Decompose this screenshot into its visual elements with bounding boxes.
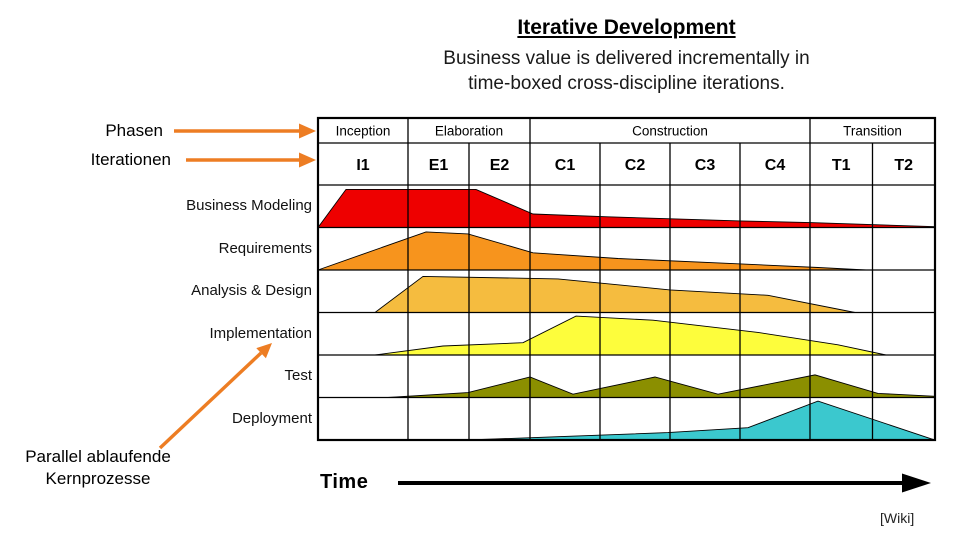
phase-label: Elaboration xyxy=(435,124,503,139)
row-label-requirements: Requirements xyxy=(218,239,312,257)
parallel-processes-arrow-icon xyxy=(158,343,272,450)
chart-title: Iterative Development xyxy=(517,16,736,39)
label-parallel-processes: Parallel ablaufende Kernprozesse xyxy=(0,446,196,490)
iteration-label: E1 xyxy=(429,157,449,174)
iteration-label: C1 xyxy=(555,157,576,174)
effort-area xyxy=(467,400,936,441)
phasen-arrow-icon xyxy=(174,123,316,139)
iteration-label: T2 xyxy=(894,157,913,174)
effort-area xyxy=(387,374,936,398)
label-iterationen: Iterationen xyxy=(90,150,171,169)
iteration-label: I1 xyxy=(356,157,369,174)
chart-border xyxy=(316,116,937,442)
row-label-deployment: Deployment xyxy=(231,409,312,427)
time-axis-label: Time xyxy=(320,471,369,493)
row-label-business-modeling: Business Modeling xyxy=(186,197,312,214)
effort-area xyxy=(373,275,856,313)
iteration-label: T1 xyxy=(832,157,851,174)
phase-label: Transition xyxy=(843,124,902,139)
effort-area xyxy=(317,188,936,228)
row-label-test: Test xyxy=(284,367,312,384)
label-phasen: Phasen xyxy=(105,121,163,140)
iteration-effort-chart: Inception I1 Elaboration E1 E2 Construction C1… xyxy=(316,116,937,442)
chart-subtitle: Business value is delivered incrementall… xyxy=(318,46,935,96)
effort-area xyxy=(374,315,887,356)
time-axis-arrow-icon xyxy=(398,473,931,493)
parallel-line-1: Parallel ablaufende xyxy=(25,447,171,466)
phase-label: Inception xyxy=(336,124,391,139)
iteration-label: E2 xyxy=(490,157,510,174)
effort-area xyxy=(317,231,867,271)
row-label-analysis-design: Analysis & Design xyxy=(191,282,312,299)
parallel-line-2: Kernprozesse xyxy=(45,469,151,488)
iteration-label: C4 xyxy=(765,157,786,174)
source-citation: [Wiki] xyxy=(880,510,915,526)
iteration-label: C2 xyxy=(625,157,646,174)
phase-label: Construction xyxy=(632,124,708,139)
iterationen-arrow-icon xyxy=(186,152,316,168)
subtitle-line-2: time-boxed cross-discipline iterations. xyxy=(468,73,785,94)
row-label-implementation: Implementation xyxy=(209,324,312,342)
subtitle-line-1: Business value is delivered incrementall… xyxy=(443,48,810,69)
iteration-label: C3 xyxy=(695,157,716,174)
